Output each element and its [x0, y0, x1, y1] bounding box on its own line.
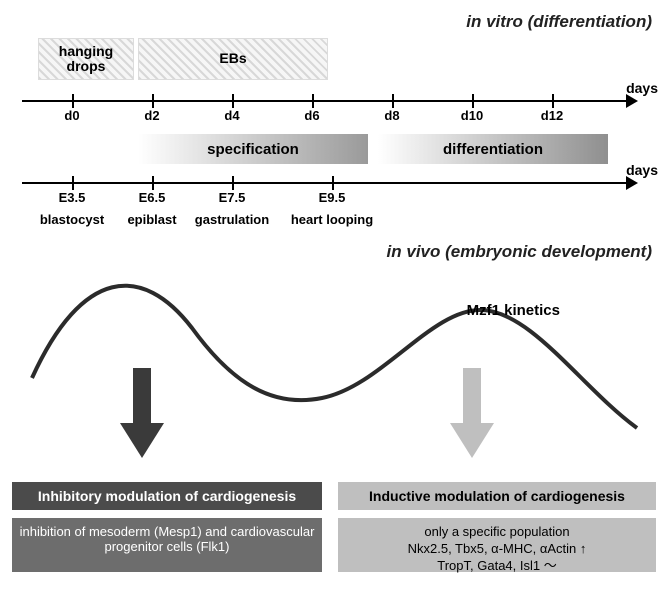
title-in-vitro: in vitro (differentiation)	[466, 12, 652, 32]
mzf1-label: Mzf1 kinetics	[467, 302, 560, 319]
ind-line1: only a specific population	[342, 524, 652, 541]
tick-label: d0	[64, 108, 79, 123]
inductive-heading: Inductive modulation of cardiogenesis	[338, 482, 656, 510]
tick	[232, 176, 234, 190]
tick	[72, 94, 74, 108]
stage-label: epiblast	[127, 212, 176, 227]
tick	[472, 94, 474, 108]
tick-label: d12	[541, 108, 563, 123]
tick	[332, 176, 334, 190]
tick-label: d2	[144, 108, 159, 123]
inductive-arrow-icon	[450, 368, 494, 458]
tick-label: E7.5	[219, 190, 246, 205]
tick-label: E6.5	[139, 190, 166, 205]
ind-line3: TropT, Gata4, Isl1 〜	[342, 558, 652, 575]
specification-bar: specification	[138, 134, 368, 164]
figure: in vitro (differentiation) hanging drops…	[12, 12, 660, 582]
tick	[392, 94, 394, 108]
title-in-vivo: in vivo (embryonic development)	[387, 242, 652, 262]
axis-arrow-icon	[626, 176, 638, 190]
tick	[152, 176, 154, 190]
inductive-body: only a specific population Nkx2.5, Tbx5,…	[338, 518, 656, 572]
tick	[552, 94, 554, 108]
specification-label: specification	[207, 141, 299, 158]
tick-label: d6	[304, 108, 319, 123]
days-label: days	[626, 162, 658, 178]
differentiation-bar: differentiation	[378, 134, 608, 164]
phase-ebs: EBs	[138, 38, 328, 80]
tick-label: d10	[461, 108, 483, 123]
axis-line	[22, 100, 630, 102]
tick-label: E3.5	[59, 190, 86, 205]
stage-label: heart looping	[291, 212, 373, 227]
tick-label: d8	[384, 108, 399, 123]
inhibitory-arrow-icon	[120, 368, 164, 458]
differentiation-label: differentiation	[443, 141, 543, 158]
tick	[312, 94, 314, 108]
kinetics-svg	[12, 268, 660, 478]
ind-line2: Nkx2.5, Tbx5, α-MHC, αActin ↑	[342, 541, 652, 558]
tick	[72, 176, 74, 190]
timeline-in-vitro: days d0d2d4d6d8d10d12	[12, 90, 660, 110]
tick	[152, 94, 154, 108]
inhibitory-body: inhibition of mesoderm (Mesp1) and cardi…	[12, 518, 322, 572]
inhibitory-heading: Inhibitory modulation of cardiogenesis	[12, 482, 322, 510]
days-label: days	[626, 80, 658, 96]
axis-line	[22, 182, 630, 184]
timeline-in-vivo: days E3.5E6.5E7.5E9.5	[12, 172, 660, 192]
tick	[232, 94, 234, 108]
stage-label: gastrulation	[195, 212, 269, 227]
axis-arrow-icon	[626, 94, 638, 108]
tick-label: E9.5	[319, 190, 346, 205]
phase-hanging-drops: hanging drops	[38, 38, 134, 80]
tick-label: d4	[224, 108, 239, 123]
stage-label: blastocyst	[40, 212, 104, 227]
